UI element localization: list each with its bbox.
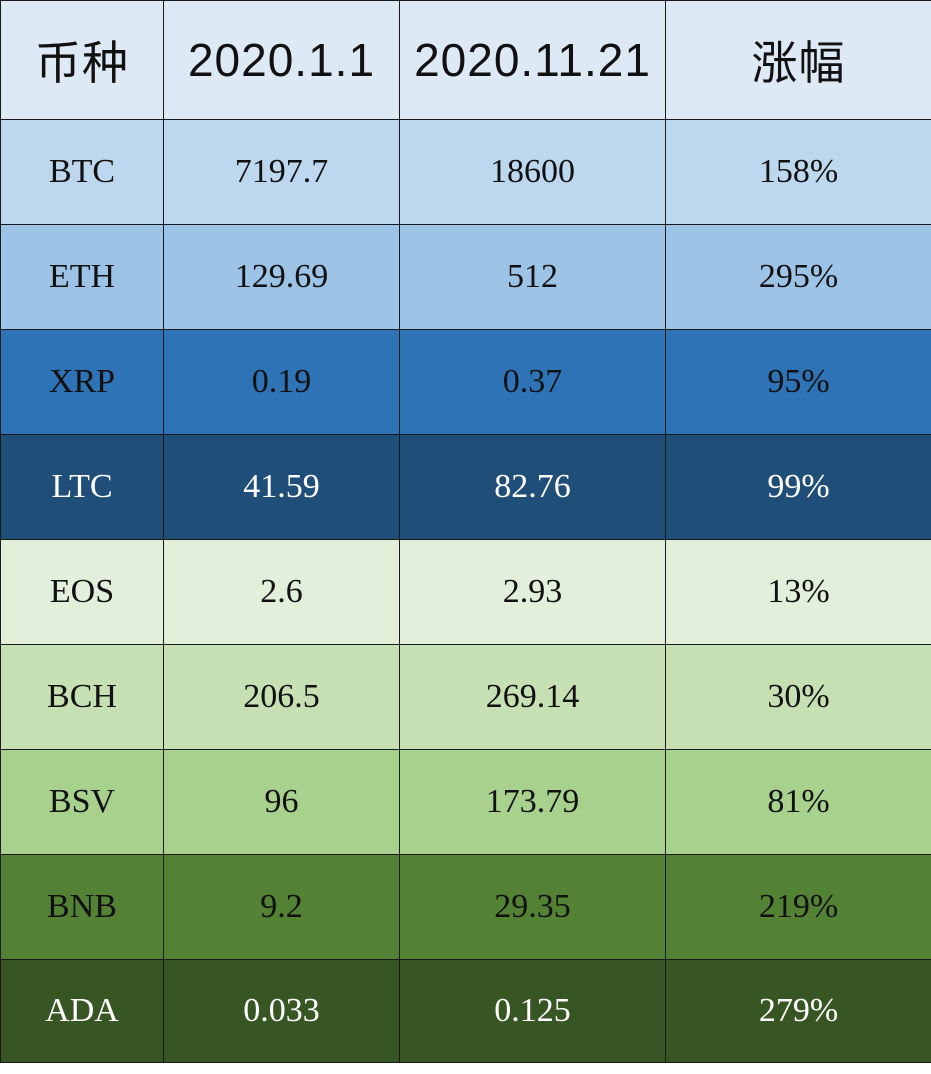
change-cell: 279% — [665, 959, 931, 1063]
start-price-cell: 96 — [163, 749, 400, 855]
change-cell: 95% — [665, 329, 931, 435]
coin-cell: XRP — [0, 329, 164, 435]
coin-cell: ETH — [0, 224, 164, 330]
table-row: XRP 0.19 0.37 95% — [0, 329, 931, 435]
coin-cell: EOS — [0, 539, 164, 645]
table-row: ETH 129.69 512 295% — [0, 224, 931, 330]
coin-cell: BCH — [0, 644, 164, 750]
table-row: ADA 0.033 0.125 279% — [0, 959, 931, 1063]
change-cell: 219% — [665, 854, 931, 960]
coin-cell: BNB — [0, 854, 164, 960]
change-cell: 13% — [665, 539, 931, 645]
start-price-cell: 7197.7 — [163, 119, 400, 225]
end-price-cell: 18600 — [399, 119, 666, 225]
start-price-cell: 129.69 — [163, 224, 400, 330]
coin-cell: ADA — [0, 959, 164, 1063]
table-row: BTC 7197.7 18600 158% — [0, 119, 931, 225]
change-cell: 81% — [665, 749, 931, 855]
end-price-cell: 29.35 — [399, 854, 666, 960]
header-change: 涨幅 — [665, 0, 931, 120]
coin-cell: BTC — [0, 119, 164, 225]
start-price-cell: 0.033 — [163, 959, 400, 1063]
end-price-cell: 512 — [399, 224, 666, 330]
end-price-cell: 269.14 — [399, 644, 666, 750]
change-cell: 30% — [665, 644, 931, 750]
table-row: EOS 2.6 2.93 13% — [0, 539, 931, 645]
table-row: BCH 206.5 269.14 30% — [0, 644, 931, 750]
end-price-cell: 173.79 — [399, 749, 666, 855]
header-price-2020-11-21: 2020.11.21 — [399, 0, 666, 120]
coin-cell: BSV — [0, 749, 164, 855]
table-row: BNB 9.2 29.35 219% — [0, 854, 931, 960]
table-row: LTC 41.59 82.76 99% — [0, 434, 931, 540]
end-price-cell: 82.76 — [399, 434, 666, 540]
end-price-cell: 0.37 — [399, 329, 666, 435]
coin-cell: LTC — [0, 434, 164, 540]
header-coin: 币种 — [0, 0, 164, 120]
table-row: BSV 96 173.79 81% — [0, 749, 931, 855]
start-price-cell: 206.5 — [163, 644, 400, 750]
header-row: 币种 2020.1.1 2020.11.21 涨幅 — [0, 0, 931, 120]
end-price-cell: 2.93 — [399, 539, 666, 645]
start-price-cell: 2.6 — [163, 539, 400, 645]
start-price-cell: 0.19 — [163, 329, 400, 435]
end-price-cell: 0.125 — [399, 959, 666, 1063]
start-price-cell: 41.59 — [163, 434, 400, 540]
header-price-2020-1-1: 2020.1.1 — [163, 0, 400, 120]
start-price-cell: 9.2 — [163, 854, 400, 960]
change-cell: 158% — [665, 119, 931, 225]
change-cell: 99% — [665, 434, 931, 540]
change-cell: 295% — [665, 224, 931, 330]
